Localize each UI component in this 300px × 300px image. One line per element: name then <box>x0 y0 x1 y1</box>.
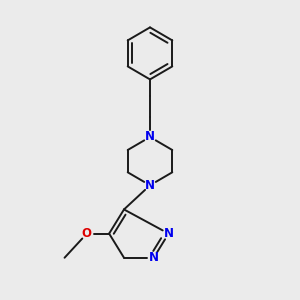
Text: N: N <box>149 251 159 264</box>
Text: N: N <box>145 130 155 143</box>
Text: N: N <box>164 227 174 240</box>
Text: N: N <box>145 179 155 192</box>
Text: O: O <box>82 227 92 240</box>
